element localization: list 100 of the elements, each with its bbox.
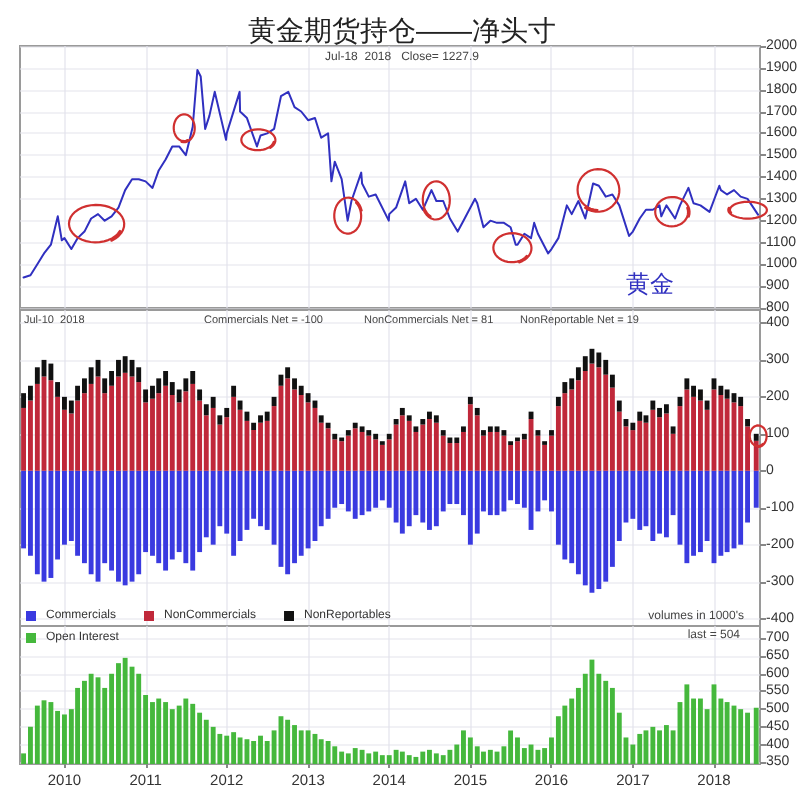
bar: [332, 433, 338, 440]
bar: [190, 370, 196, 384]
bar: [508, 444, 514, 471]
bar: [75, 400, 81, 471]
bar: [413, 426, 419, 432]
bar: [75, 385, 81, 401]
bar: [373, 439, 379, 471]
bar: [616, 400, 622, 412]
bar: [34, 470, 40, 575]
bar: [447, 443, 453, 471]
bar: [399, 407, 405, 416]
bar: [136, 367, 142, 383]
bar: [501, 430, 507, 436]
bar: [542, 444, 548, 471]
bar: [704, 400, 710, 410]
bar: [657, 407, 662, 418]
bar: [474, 407, 480, 416]
bar: [298, 385, 304, 396]
bar: [549, 430, 554, 436]
bar: [88, 470, 94, 575]
bar: [663, 404, 669, 414]
bar: [684, 470, 690, 564]
bar: [345, 435, 351, 471]
bar: [386, 433, 392, 440]
bar: [738, 406, 744, 471]
bar: [136, 382, 142, 471]
bar: [143, 389, 149, 403]
bar: [258, 470, 263, 527]
bar: [684, 378, 690, 390]
bar: [190, 470, 196, 571]
bar: [271, 396, 277, 407]
bar: [433, 470, 439, 527]
bar: [48, 363, 54, 381]
bar: [373, 470, 379, 508]
bar: [122, 356, 128, 373]
bar: [231, 470, 237, 556]
bar: [21, 407, 26, 471]
bar: [738, 396, 744, 407]
bar: [663, 470, 669, 538]
bar: [352, 470, 358, 519]
bar: [352, 422, 358, 429]
bar: [596, 352, 602, 368]
bar: [190, 383, 196, 471]
bar: [298, 395, 304, 471]
bar: [379, 444, 385, 471]
bar: [657, 470, 662, 534]
bar: [399, 415, 405, 471]
bar: [650, 400, 656, 410]
bar: [116, 376, 121, 471]
bar: [745, 419, 750, 427]
bar: [718, 385, 724, 396]
bar: [366, 430, 372, 436]
bar: [454, 437, 460, 444]
bar: [136, 470, 142, 575]
bar: [481, 430, 486, 436]
bar: [501, 470, 507, 512]
bar: [305, 393, 311, 403]
bar: [399, 470, 405, 534]
bar: [210, 407, 216, 471]
bar: [637, 411, 643, 421]
bar: [487, 431, 493, 471]
bar: [183, 470, 189, 564]
bar: [433, 415, 439, 423]
bar: [406, 415, 412, 421]
bar: [406, 420, 412, 471]
bar: [724, 389, 730, 399]
bar: [657, 417, 662, 471]
bar: [603, 470, 609, 582]
bar: [663, 413, 669, 471]
bar: [109, 385, 115, 471]
bar: [116, 470, 121, 582]
bar: [521, 433, 527, 440]
bar: [318, 415, 324, 423]
bar: [501, 435, 507, 471]
bar: [697, 470, 703, 553]
bar: [102, 378, 108, 394]
bar: [562, 382, 568, 394]
bar: [285, 367, 291, 379]
bar: [75, 470, 81, 556]
bar: [339, 470, 345, 505]
bar: [210, 396, 216, 408]
bar: [596, 470, 602, 590]
bar: [603, 374, 609, 471]
bar: [724, 398, 730, 471]
bar: [48, 380, 54, 471]
bar: [753, 433, 759, 441]
bar: [285, 470, 291, 575]
bar: [34, 367, 40, 384]
bar: [21, 470, 26, 549]
bar: [637, 470, 643, 530]
bar: [258, 415, 263, 423]
bar: [738, 470, 744, 545]
bar: [68, 400, 74, 414]
bar: [292, 378, 297, 390]
bar: [697, 389, 703, 401]
bar: [352, 428, 358, 471]
bar: [420, 419, 426, 425]
bar: [650, 470, 656, 541]
bar: [724, 470, 730, 553]
bar: [487, 470, 493, 516]
